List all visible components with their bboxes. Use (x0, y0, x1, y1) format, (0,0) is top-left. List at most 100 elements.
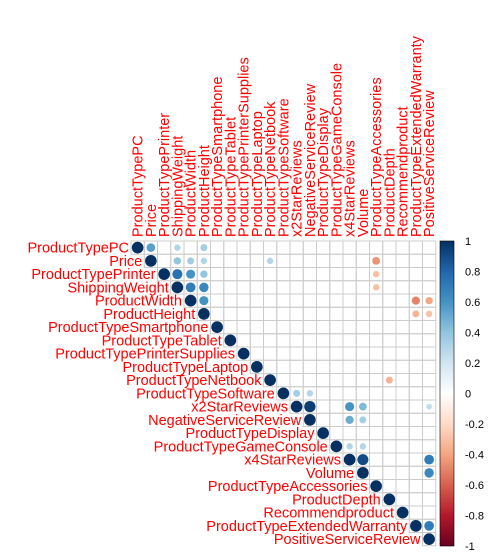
grid-cell (382, 439, 397, 454)
correlation-circle (224, 334, 237, 347)
grid-cell (316, 346, 331, 361)
correlation-circle (424, 468, 434, 478)
row-label: Price (109, 254, 142, 270)
grid-cell (422, 426, 437, 441)
grid-cell (329, 320, 344, 335)
column-label: ShippingWeight (170, 136, 186, 237)
grid-cell (223, 306, 238, 321)
grid-cell (236, 320, 251, 335)
column-label: ProductTypeNetbook (263, 101, 279, 237)
grid-cell (422, 505, 437, 520)
column-label: ProductTypeDisplay (316, 107, 332, 237)
row-label: ProductTypeTablet (102, 333, 222, 349)
correlation-circle (304, 414, 316, 426)
row-label: x4StarReviews (244, 453, 341, 469)
grid-cell (329, 293, 344, 308)
correlation-circle (370, 480, 382, 492)
colorbar-tick-label: -0.2 (465, 419, 484, 431)
colorbar-tick-label: -0.8 (465, 511, 484, 523)
colorbar-tick-label: -0.4 (465, 450, 484, 462)
grid-cell (395, 479, 410, 494)
grid-cell (422, 280, 437, 295)
grid-cell (223, 293, 238, 308)
row-label: Volume (306, 466, 354, 482)
correlation-circle (424, 521, 434, 531)
grid-cell (382, 386, 397, 401)
grid-cell (263, 240, 278, 255)
grid-cell (236, 253, 251, 268)
grid-cell (382, 399, 397, 414)
grid-cell (302, 293, 317, 308)
column-label: NegativeServiceReview (303, 83, 319, 237)
grid-cell (289, 306, 304, 321)
grid-cell (408, 320, 423, 335)
correlation-circle (251, 361, 263, 373)
grid-cell (342, 373, 357, 388)
grid-cell (422, 320, 437, 335)
grid-cell (342, 346, 357, 361)
grid-layer (130, 240, 437, 547)
grid-cell (395, 412, 410, 427)
grid-cell (276, 267, 291, 282)
correlation-circle (198, 308, 210, 320)
grid-cell (395, 452, 410, 467)
grid-cell (408, 359, 423, 374)
grid-cell (369, 320, 384, 335)
grid-cell (342, 386, 357, 401)
grid-cell (329, 426, 344, 441)
grid-cell (382, 452, 397, 467)
grid-cell (302, 306, 317, 321)
column-labels: ProductTypePCPriceProductTypePrinterShip… (131, 35, 439, 237)
grid-cell (355, 267, 370, 282)
circle-layer (131, 241, 435, 545)
grid-cell (263, 359, 278, 374)
row-label: NegativeServiceReview (148, 413, 302, 429)
grid-cell (276, 293, 291, 308)
correlation-circle (266, 257, 274, 265)
grid-cell (395, 320, 410, 335)
grid-cell (316, 386, 331, 401)
correlation-circle (359, 443, 367, 450)
column-label: PositiveServiceReview (422, 90, 438, 237)
grid-cell (408, 280, 423, 295)
grid-cell (422, 412, 437, 427)
grid-cell (210, 240, 225, 255)
grid-cell (408, 505, 423, 520)
row-labels: ProductTypePCPriceProductTypePrinterShip… (27, 241, 421, 549)
correlation-circle (424, 454, 434, 465)
correlation-circle (211, 321, 223, 333)
column-label: Volume (356, 189, 372, 237)
grid-cell (369, 386, 384, 401)
grid-cell (369, 412, 384, 427)
correlation-circle (200, 257, 208, 265)
grid-cell (329, 412, 344, 427)
grid-cell (289, 333, 304, 348)
grid-cell (263, 306, 278, 321)
grid-cell (329, 399, 344, 414)
grid-cell (210, 280, 225, 295)
grid-cell (249, 293, 264, 308)
grid-cell (223, 240, 238, 255)
grid-cell (355, 333, 370, 348)
correlation-circle (410, 520, 422, 532)
grid-cell (316, 240, 331, 255)
grid-cell (408, 346, 423, 361)
grid-cell (157, 253, 172, 268)
grid-cell (355, 320, 370, 335)
row-label: ShippingWeight (67, 280, 168, 296)
grid-cell (263, 320, 278, 335)
grid-cell (408, 240, 423, 255)
column-label: ProductTypePrinterSupplies (237, 57, 253, 237)
grid-cell (422, 373, 437, 388)
grid-cell (236, 293, 251, 308)
grid-cell (316, 359, 331, 374)
column-label: ProductDepth (382, 148, 398, 237)
column-label: ProductWidth (184, 150, 200, 237)
grid-cell (223, 253, 238, 268)
column-label: ProductTypeTablet (223, 117, 239, 237)
colorbar-tick-label: 0.2 (465, 358, 480, 370)
correlation-circle (396, 506, 409, 519)
grid-cell (355, 306, 370, 321)
column-label: Recommendproduct (396, 106, 412, 237)
row-label: ProductTypeSmartphone (48, 320, 208, 336)
